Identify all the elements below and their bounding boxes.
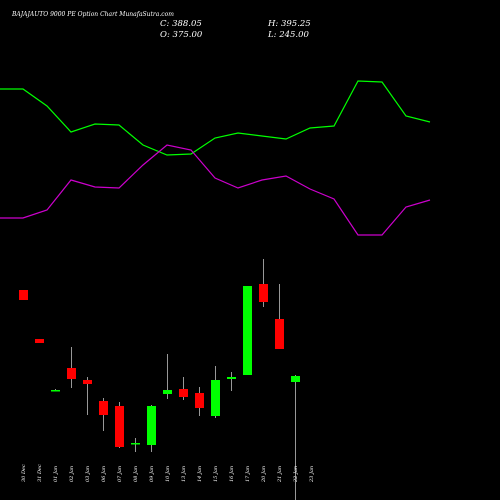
candle-body-down — [67, 368, 76, 379]
x-tick-label: 01 Jan — [53, 466, 59, 482]
x-tick-label: 03 Jan — [85, 466, 91, 482]
candle-12 — [195, 387, 204, 416]
candle-14 — [227, 372, 236, 391]
x-tick-label: 31 Dec — [37, 464, 43, 482]
indicator-line-1 — [0, 80, 431, 156]
x-tick-label: 07 Jan — [117, 466, 123, 482]
candle-body-up — [211, 380, 220, 416]
candle-body-down — [115, 406, 124, 447]
candle-4 — [67, 347, 76, 388]
close-value: C: 388.05 — [160, 19, 202, 29]
candle-13 — [211, 366, 220, 418]
open-value: O: 375.00 — [160, 30, 203, 40]
x-tick-label: 20 Jan — [261, 466, 267, 483]
x-tick-label: 30 Dec — [21, 464, 27, 482]
low-value: L: 245.00 — [268, 30, 309, 40]
candle-body-down — [19, 290, 28, 300]
indicator-line-2 — [0, 144, 431, 236]
candle-body-up — [243, 286, 252, 375]
candle-body-up — [147, 406, 156, 445]
candle-body-down — [275, 319, 284, 349]
candle-body-up — [163, 390, 172, 394]
candle-3 — [51, 389, 60, 392]
x-axis-labels: 30 Dec 31 Dec 01 Jan 02 Jan 03 Jan 06 Jan 07 J… — [21, 464, 315, 483]
candle-2 — [35, 339, 44, 343]
candle-body-down — [83, 380, 92, 384]
indicator-lines — [0, 80, 431, 236]
candle-body-up — [291, 376, 300, 382]
candle-6 — [99, 398, 108, 431]
candle-16 — [259, 259, 268, 307]
candle-body-down — [195, 393, 204, 408]
x-tick-label: 14 Jan — [197, 466, 203, 482]
candle-18 — [291, 375, 300, 500]
candle-17 — [275, 284, 284, 349]
candle-1 — [19, 290, 28, 300]
candle-10 — [163, 354, 172, 399]
candle-body-up — [51, 390, 60, 392]
candle-8 — [131, 438, 140, 452]
x-tick-label: 22 Jan — [293, 466, 299, 483]
candle-body-down — [35, 339, 44, 343]
x-tick-label: 21 Jan — [277, 466, 283, 483]
x-tick-label: 10 Jan — [165, 466, 171, 482]
candle-5 — [83, 377, 92, 415]
x-tick-label: 06 Jan — [101, 466, 107, 482]
x-tick-label: 17 Jan — [245, 466, 251, 482]
candle-body-down — [179, 389, 188, 397]
candle-7 — [115, 402, 124, 448]
high-value: H: 395.25 — [268, 19, 311, 29]
x-tick-label: 08 Jan — [133, 466, 139, 482]
x-tick-label: 16 Jan — [229, 466, 235, 482]
candle-9 — [147, 405, 156, 452]
candle-15 — [243, 286, 252, 375]
x-tick-label: 13 Jan — [181, 466, 187, 482]
x-tick-label: 09 Jan — [149, 466, 155, 482]
x-tick-label: 02 Jan — [69, 466, 75, 482]
chart-title: BAJAJAUTO 9000 PE Option Chart MunafaSut… — [12, 11, 174, 18]
x-tick-label: 15 Jan — [213, 466, 219, 482]
candle-body-up — [131, 443, 140, 445]
candle-body-down — [259, 284, 268, 302]
candle-body-up — [227, 377, 236, 379]
x-tick-label: 23 Jan — [309, 466, 315, 483]
candle-11 — [179, 377, 188, 400]
candlesticks — [19, 259, 300, 500]
candle-body-down — [99, 401, 108, 415]
